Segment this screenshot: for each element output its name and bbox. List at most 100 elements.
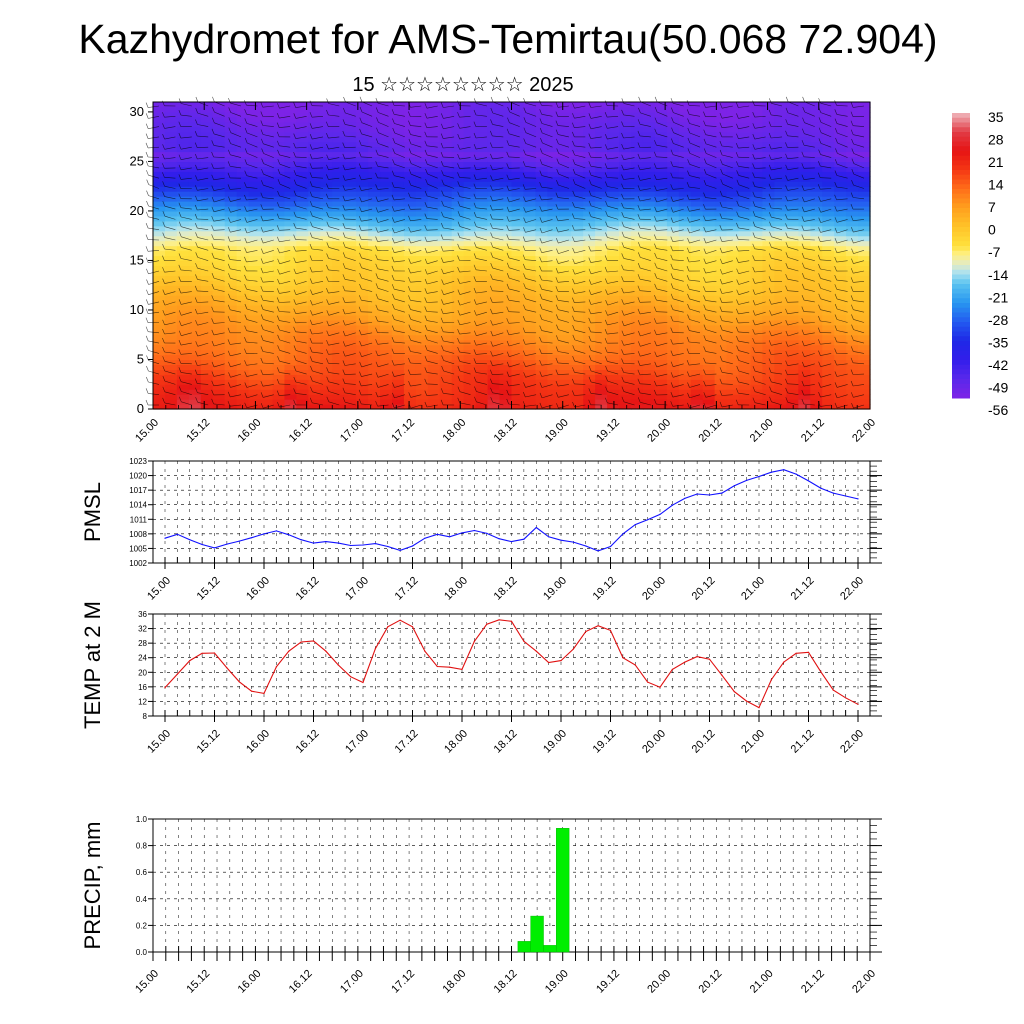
data-point [609,545,612,548]
colorbar-label: 35 [988,109,1004,125]
y-tick-label: 1008 [129,530,147,539]
data-point [684,661,686,663]
data-point [746,700,748,702]
data-point [770,471,773,473]
data-point [312,640,315,642]
x-tick-label: 17.12 [389,968,417,996]
data-point [807,480,810,482]
data-point [449,666,451,668]
data-point [597,550,599,552]
chart-subtitle: 15 ☆☆☆☆☆☆☆☆ 2025 [352,74,574,96]
data-point [312,542,315,544]
heatmap-field [153,102,871,410]
data-point [337,542,339,544]
data-point [832,689,834,691]
data-point [337,664,339,666]
x-tick-label: 18.00 [440,968,468,996]
y-tick-label: 1023 [129,457,147,466]
data-point [411,545,414,547]
precip-bar [556,828,570,953]
data-point [696,656,698,658]
x-tick-label: 19.00 [543,968,571,996]
data-point [424,537,426,539]
y-tick-label: 12 [138,697,147,706]
y-tick-label: 1.0 [136,815,148,824]
colorbar-label: -14 [988,267,1008,283]
data-point [572,648,575,650]
y-axis-label: TEMP at 2 M [80,601,105,729]
y-tick-label: 20 [130,203,144,218]
data-point [647,519,649,521]
data-point [560,660,562,662]
chart-title: Kazhydromet for AMS-Temirtau(50.068 72.9… [78,16,938,62]
data-point [622,657,624,659]
data-point [498,538,500,540]
data-point [548,536,550,538]
colorbar-label: 14 [988,177,1004,193]
x-tick-label: 15.12 [184,968,212,996]
data-point [634,524,636,526]
data-point [362,544,364,546]
data-point [733,691,735,693]
data-point [387,545,389,548]
x-tick-label: 21.12 [799,968,827,996]
data-point [288,650,290,652]
y-tick-label: 10 [130,302,144,317]
x-tick-label: 21.00 [748,968,776,996]
y-tick-label: 36 [138,610,147,619]
data-point [164,687,166,689]
y-tick-label: 1020 [129,472,147,481]
wind-barbs [145,96,865,409]
y-tick-label: 1017 [129,486,147,495]
y-tick-label: 30 [130,104,144,119]
data-point [807,651,810,653]
x-tick-label: 22.00 [850,968,878,996]
data-point [350,676,352,678]
data-point [795,473,797,475]
data-point [671,504,674,506]
data-point [486,532,488,535]
y-tick-label: 0.2 [136,921,148,930]
colorbar-label: -21 [988,289,1008,305]
colorbar-label: 28 [988,132,1004,148]
data-point [263,533,265,535]
y-tick-label: 1011 [130,515,148,524]
data-point [510,541,513,543]
y-tick-label: 0 [137,401,144,416]
y-axis-label: PRECIP, mm [80,822,105,950]
data-point [176,533,178,535]
data-point [820,671,822,673]
data-point [659,513,661,516]
data-point [226,667,228,669]
data-point [387,626,389,628]
data-point [585,545,587,547]
y-tick-label: 28 [138,639,147,648]
data-point [164,537,166,539]
y-tick-label: 8 [143,712,148,721]
x-tick-label: 20.00 [645,968,673,996]
data-point [275,666,277,668]
data-point [783,469,785,471]
data-point [424,650,426,652]
data-point [609,629,612,632]
data-point [238,540,240,542]
data-point [585,630,587,633]
colorbar-label: -35 [988,334,1008,350]
data-point [176,673,178,675]
data-point [461,668,463,671]
x-tick-label: 18.12 [492,968,520,996]
y-tick-label: 0.6 [136,868,148,877]
data-point [535,526,537,529]
data-point [758,707,760,709]
y-tick-label: 25 [130,153,144,168]
data-point [411,626,414,628]
data-point [708,658,711,660]
data-point [201,652,203,654]
data-point [622,533,624,535]
data-point [251,690,253,692]
data-point [189,660,191,662]
data-point [684,497,686,499]
